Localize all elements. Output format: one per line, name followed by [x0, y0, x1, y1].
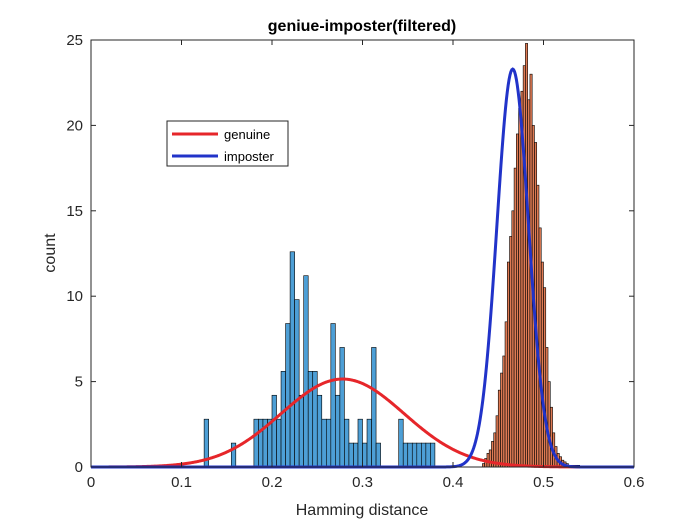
histogram-bar-imposter — [488, 449, 492, 468]
legend-box — [166, 120, 289, 167]
histogram-bar-imposter — [527, 99, 531, 468]
histogram-bar-imposter — [525, 43, 528, 468]
histogram-bar-genuine — [307, 371, 314, 468]
x-tick-label: 0.2 — [262, 474, 283, 491]
histogram-bar-imposter — [509, 236, 513, 468]
histogram-bar-genuine — [289, 251, 295, 468]
histogram-bar-imposter — [482, 463, 485, 468]
histogram-bar-genuine — [253, 418, 259, 468]
histogram-bar-genuine — [402, 442, 409, 468]
histogram-bar-genuine — [411, 442, 418, 468]
legend-label-genuine: genuine — [224, 127, 270, 142]
y-tick-label: 5 — [75, 374, 83, 391]
histogram-bar-genuine — [398, 418, 404, 468]
histogram-bar-imposter — [543, 287, 547, 468]
histogram-bar-imposter — [518, 108, 522, 468]
x-axis-label: Hamming distance — [296, 502, 429, 519]
y-tick-label: 0 — [75, 459, 83, 476]
histogram-bar-genuine — [371, 347, 377, 468]
histogram-bar-imposter — [545, 347, 549, 468]
histogram-bar-genuine — [348, 442, 354, 468]
y-tick-label: 15 — [66, 203, 83, 220]
histogram-bar-genuine — [280, 371, 286, 468]
y-axis-label: count — [42, 233, 59, 273]
x-tick-label: 0.1 — [171, 474, 192, 491]
x-tick-label: 0 — [87, 474, 95, 491]
histogram-bar-genuine — [316, 394, 323, 468]
histogram-bar-genuine — [258, 418, 264, 468]
x-tick-label: 0.3 — [352, 474, 373, 491]
histogram-bar-genuine — [407, 442, 413, 468]
chart-title: geniue-imposter(filtered) — [268, 18, 456, 35]
histogram-bar-genuine — [303, 275, 309, 468]
histogram-bar-genuine — [416, 442, 422, 468]
histogram-bar-genuine — [425, 442, 431, 468]
histogram-bar-genuine — [325, 418, 332, 468]
histogram-bar-genuine — [357, 418, 363, 468]
histogram-bar-genuine — [330, 323, 336, 468]
histogram-bar-genuine — [335, 394, 341, 468]
y-tick-label: 20 — [66, 117, 83, 134]
histogram-bar-imposter — [549, 406, 553, 468]
histogram-bar-imposter — [495, 415, 499, 468]
legend: genuine imposter — [166, 120, 289, 167]
histogram-bar-imposter — [500, 372, 504, 468]
histogram-bar-imposter — [540, 261, 544, 468]
histogram-bar-genuine — [298, 394, 304, 468]
histogram-bar-genuine — [321, 418, 327, 468]
y-tick-label: 10 — [66, 288, 83, 305]
histogram-bar-genuine — [353, 442, 359, 468]
histogram-bar-genuine — [430, 442, 436, 468]
histogram-bar-imposter — [511, 210, 515, 468]
histogram-bar-genuine — [271, 394, 277, 468]
y-axis-ticks: 0 5 10 15 20 25 — [66, 32, 634, 476]
histogram-bar-imposter — [506, 261, 510, 468]
histogram-bar-imposter — [497, 389, 501, 468]
histogram-bar-genuine — [421, 442, 427, 468]
x-tick-label: 0.5 — [533, 474, 554, 491]
histogram-bar-genuine — [276, 418, 282, 468]
histogram-bar-imposter — [547, 381, 551, 468]
histogram-bar-imposter — [504, 321, 508, 468]
histogram-bar-genuine — [362, 442, 368, 468]
histogram-bar-imposter — [513, 167, 517, 468]
legend-label-imposter: imposter — [224, 149, 275, 164]
histogram-bar-imposter — [502, 355, 506, 468]
histogram-bar-imposter — [522, 65, 526, 468]
histogram-bar-genuine — [339, 347, 345, 468]
histogram-bar-genuine — [375, 442, 381, 468]
y-tick-label: 25 — [66, 32, 83, 49]
histogram-bar-genuine — [285, 323, 291, 468]
x-tick-label: 0.6 — [624, 474, 645, 491]
histogram-bar-genuine — [366, 418, 372, 468]
x-tick-label: 0.4 — [443, 474, 464, 491]
plot-area — [91, 40, 634, 467]
histogram-bar-imposter — [516, 133, 519, 468]
histogram-bar-imposter — [538, 227, 542, 468]
histogram-bar-genuine — [294, 299, 300, 468]
x-axis-ticks: 0 0.1 0.2 0.3 0.4 0.5 0.6 — [87, 40, 645, 491]
histogram-bar-genuine — [344, 418, 350, 468]
